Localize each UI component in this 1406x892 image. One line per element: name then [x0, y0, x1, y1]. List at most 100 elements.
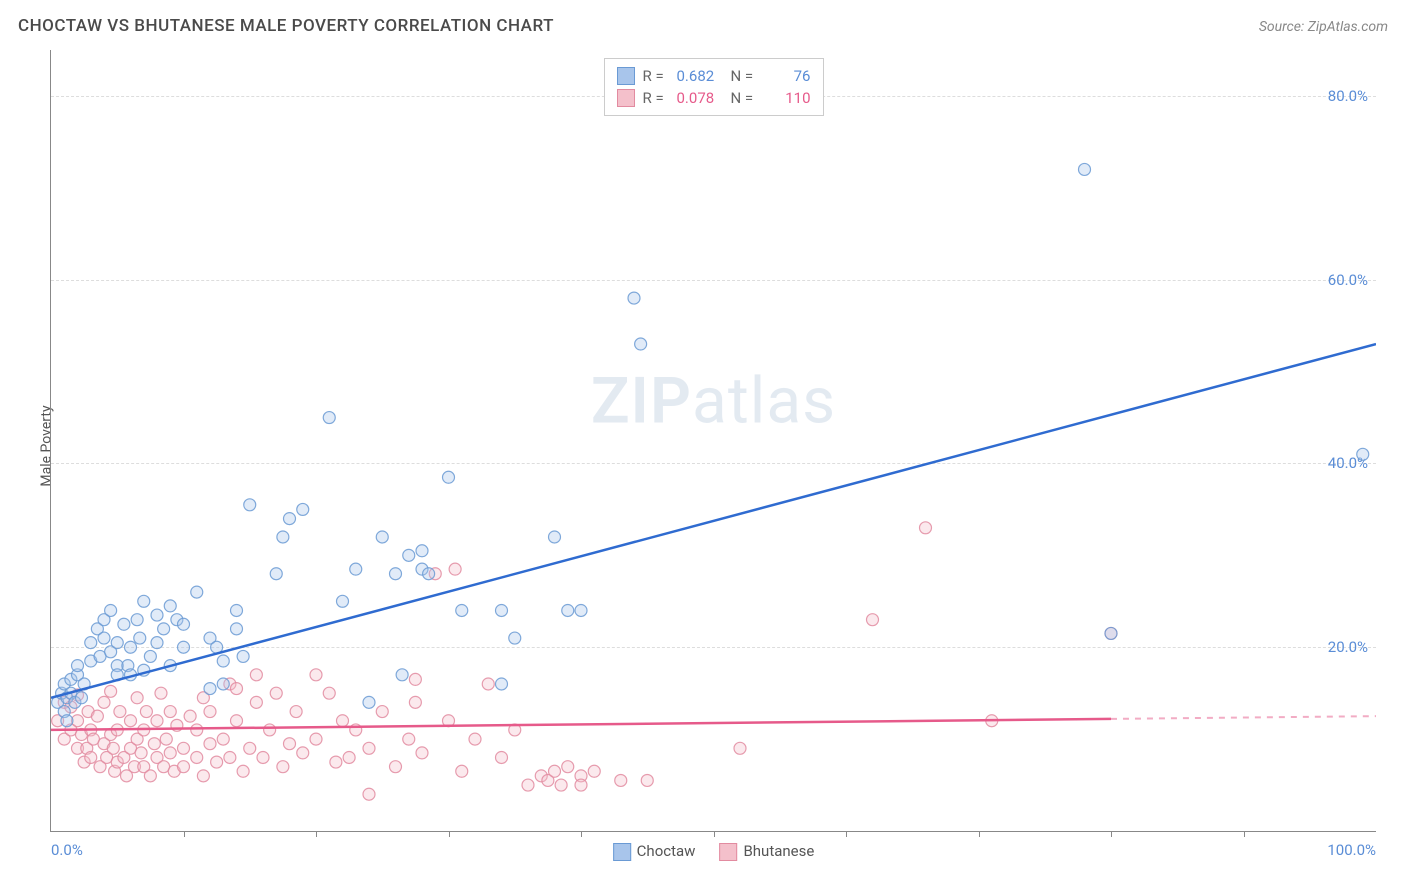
bhutanese-point [144, 770, 156, 782]
legend-r-value-bhutanese: 0.078 [677, 89, 723, 107]
choctaw-point [277, 531, 289, 543]
chart-container: CHOCTAW VS BHUTANESE MALE POVERTY CORREL… [0, 0, 1406, 892]
x-tick [316, 831, 317, 837]
choctaw-point [125, 641, 137, 653]
bhutanese-point [403, 733, 415, 745]
x-tick [1244, 831, 1245, 837]
bhutanese-point [469, 733, 481, 745]
bhutanese-point [250, 696, 262, 708]
bhutanese-point [191, 752, 203, 764]
choctaw-point [151, 637, 163, 649]
x-tick [449, 831, 450, 837]
bhutanese-point [231, 715, 243, 727]
choctaw-point [111, 637, 123, 649]
bhutanese-point [231, 683, 243, 695]
bhutanese-point [211, 756, 223, 768]
choctaw-point [635, 338, 647, 350]
bhutanese-point [164, 747, 176, 759]
choctaw-point [1357, 448, 1369, 460]
choctaw-point [297, 503, 309, 515]
choctaw-point [323, 412, 335, 424]
bhutanese-point [456, 765, 468, 777]
bhutanese-trendline-extrapolated [1111, 716, 1376, 719]
choctaw-point [363, 696, 375, 708]
bhutanese-point [363, 742, 375, 754]
choctaw-point [496, 678, 508, 690]
bhutanese-point [191, 724, 203, 736]
bhutanese-point [140, 706, 152, 718]
bhutanese-point [310, 669, 322, 681]
chart-title: CHOCTAW VS BHUTANESE MALE POVERTY CORREL… [18, 16, 554, 36]
choctaw-point [178, 618, 190, 630]
bhutanese-point [277, 761, 289, 773]
bhutanese-point [237, 765, 249, 777]
chart-svg [51, 50, 1376, 831]
choctaw-point [231, 604, 243, 616]
bhutanese-point [615, 774, 627, 786]
choctaw-point [231, 623, 243, 635]
choctaw-point [416, 545, 428, 557]
legend-swatch-choctaw-icon [613, 843, 631, 861]
bhutanese-point [343, 752, 355, 764]
choctaw-point [105, 604, 117, 616]
bhutanese-point [178, 742, 190, 754]
bhutanese-point [204, 738, 216, 750]
choctaw-point [131, 614, 143, 626]
choctaw-trendline [51, 344, 1376, 698]
choctaw-point [204, 683, 216, 695]
choctaw-point [270, 568, 282, 580]
bhutanese-point [449, 563, 461, 575]
choctaw-point [178, 641, 190, 653]
bhutanese-point [107, 742, 119, 754]
x-tick-label: 100.0% [1327, 841, 1376, 859]
legend-n-label: N = [731, 89, 757, 107]
bhutanese-point [562, 761, 574, 773]
plot-area: ZIPatlas R = 0.682 N = 76 R = 0.078 N = … [50, 50, 1376, 832]
bhutanese-point [482, 678, 494, 690]
bhutanese-point [184, 710, 196, 722]
legend-item-bhutanese: Bhutanese [719, 842, 814, 861]
bhutanese-point [125, 715, 137, 727]
legend-n-value-choctaw: 76 [765, 67, 811, 85]
x-tick [714, 831, 715, 837]
choctaw-point [217, 678, 229, 690]
bhutanese-point [323, 687, 335, 699]
bhutanese-point [575, 779, 587, 791]
choctaw-point [509, 632, 521, 644]
bhutanese-point [376, 706, 388, 718]
bhutanese-point [390, 761, 402, 773]
legend-row-choctaw: R = 0.682 N = 76 [617, 65, 811, 87]
legend-r-label: R = [643, 89, 669, 107]
bhutanese-point [151, 715, 163, 727]
legend-n-value-bhutanese: 110 [765, 89, 811, 107]
legend-r-value-choctaw: 0.682 [677, 67, 723, 85]
choctaw-point [390, 568, 402, 580]
choctaw-point [456, 604, 468, 616]
bhutanese-point [224, 752, 236, 764]
choctaw-point [403, 549, 415, 561]
choctaw-point [138, 595, 150, 607]
bhutanese-point [105, 685, 117, 697]
x-tick [581, 831, 582, 837]
legend-swatch-choctaw [617, 67, 635, 85]
choctaw-point [244, 499, 256, 511]
bhutanese-point [337, 715, 349, 727]
x-tick-label: 0.0% [51, 841, 83, 859]
choctaw-point [158, 623, 170, 635]
bhutanese-point [641, 774, 653, 786]
bhutanese-point [920, 522, 932, 534]
bhutanese-point [297, 747, 309, 759]
choctaw-point [562, 604, 574, 616]
bhutanese-point [160, 733, 172, 745]
bhutanese-point [257, 752, 269, 764]
bhutanese-point [250, 669, 262, 681]
bhutanese-point [522, 779, 534, 791]
bhutanese-point [867, 614, 879, 626]
choctaw-point [61, 715, 73, 727]
bhutanese-point [178, 761, 190, 773]
bhutanese-point [135, 747, 147, 759]
bhutanese-point [197, 770, 209, 782]
choctaw-point [1079, 163, 1091, 175]
bhutanese-point [204, 706, 216, 718]
bhutanese-point [148, 738, 160, 750]
